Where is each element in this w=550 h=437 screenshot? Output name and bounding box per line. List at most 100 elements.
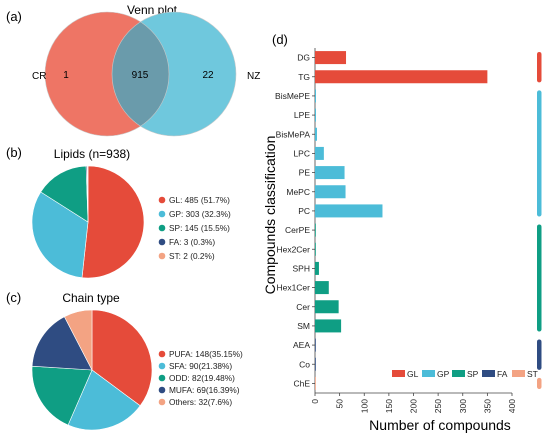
bar-LPE: [315, 108, 316, 122]
bar-x-tick-label: 100: [359, 399, 369, 413]
pie-chain-slice-4: [64, 309, 93, 371]
bar-Cer: [315, 300, 339, 314]
bar-x-tick-label: 400: [507, 399, 517, 413]
bar-category-label: ChE: [293, 378, 310, 388]
bar-LPC: [315, 146, 324, 160]
bar-x-tick-label: 50: [335, 399, 345, 409]
bar-category-label: Co: [299, 359, 310, 369]
pie-chain-legend-marker-0: [158, 350, 166, 358]
bar-category-label: PC: [298, 206, 310, 216]
pie-lipids-legend-marker-0: [158, 196, 166, 204]
pie-lipids: Lipids (n=938) GL: 485 (51.7%) GP: 303 (3…: [31, 147, 231, 279]
bar-legend-label-SP: SP: [467, 369, 479, 379]
bar-category-label: Cer: [296, 302, 310, 312]
bar-legend-swatch-GP: [422, 370, 435, 377]
bar-Hex2Cer: [315, 242, 316, 256]
bar-PE: [315, 166, 345, 180]
pie-lipids-legend-label-0: GL: 485 (51.7%): [169, 195, 230, 205]
pie-lipids-slice-2: [40, 165, 89, 223]
bar-PC: [315, 204, 383, 218]
bar-category-label: BisMePA: [276, 129, 311, 139]
bar-legend-swatch-ST: [512, 370, 525, 377]
bar-DG: [315, 51, 347, 65]
bar-legend-swatch-GL: [392, 370, 405, 377]
pie-lipids-legend-label-1: GP: 303 (32.3%): [169, 209, 231, 219]
bar-BisMePA: [315, 127, 317, 141]
pie-lipids-legend-marker-2: [158, 224, 166, 232]
bar-AEA: [315, 338, 316, 352]
bar-x-tick-label: 350: [482, 399, 492, 413]
pie-chain-slice-3: [31, 316, 93, 371]
pie-chain-legend: PUFA: 148(35.15%) SFA: 90(21.38%) ODD: 82(…: [158, 349, 243, 407]
bar-x-tick-label: 250: [433, 399, 443, 413]
pie-chain-legend-label-4: Others: 32(7.6%): [169, 397, 232, 407]
bar-legend-swatch-SP: [452, 370, 465, 377]
pie-chain-type: Chain type PUFA: 148(35.15%) SFA: 90(21.3…: [31, 291, 243, 431]
bar-chart: DG TG BisMePE LPE BisMePA LPC PE MePC PC CerPE Hex…: [262, 48, 542, 433]
pie-chain-legend-marker-1: [158, 362, 166, 370]
pie-lipids-legend-marker-1: [158, 210, 166, 218]
pie-chain-legend-label-2: ODD: 82(19.48%): [169, 373, 235, 383]
bar-category-label: MePC: [286, 187, 310, 197]
bar-ChE: [315, 376, 316, 390]
bar-legend-label-GP: GP: [437, 369, 450, 379]
panel-label-b: (b): [6, 145, 22, 160]
pie-chain-slice-1: [67, 369, 141, 431]
bar-legend-label-GL: GL: [407, 369, 419, 379]
bar-x-tick-label: 200: [409, 399, 419, 413]
bar-MePC: [315, 185, 346, 199]
group-strip-GP: [537, 90, 542, 217]
venn-right-only-count: 22: [202, 70, 214, 81]
bar-Hex1Cer: [315, 281, 329, 295]
bar-category-label: DG: [297, 53, 310, 63]
pie-chain-slice-2: [31, 365, 93, 426]
bar-category-label: Hex1Cer: [276, 283, 310, 293]
bar-category-label: CerPE: [285, 225, 310, 235]
bar-category-label: SM: [297, 321, 310, 331]
bar-category-label: LPE: [294, 110, 310, 120]
venn-diagram: Venn plot CR NZ 1 915 22: [32, 3, 260, 137]
panel-label-c: (c): [6, 290, 21, 305]
pie-chain-legend-marker-2: [158, 374, 166, 382]
bar-SPH: [315, 261, 319, 275]
panel-label-d: (d): [272, 32, 288, 47]
bar-SM: [315, 319, 342, 333]
bar-legend-swatch-FA: [482, 370, 495, 377]
group-strip-SP: [537, 224, 542, 332]
bar-legend-label-ST: ST: [527, 369, 538, 379]
pie-lipids-legend-marker-3: [158, 238, 166, 246]
venn-left-only-count: 1: [63, 70, 69, 81]
venn-set-left-label: CR: [32, 71, 46, 82]
pie-chain-legend-marker-3: [158, 386, 166, 394]
group-strip-ST: [537, 377, 542, 389]
pie-lipids-legend-marker-4: [158, 252, 166, 260]
bar-x-tick-label: 150: [384, 399, 394, 413]
pie-chain-legend-label-3: MUFA: 69(16.39%): [169, 385, 240, 395]
pie-chain-slice-0: [91, 309, 153, 407]
bar-category-label: PE: [299, 168, 311, 178]
pie-chain-title: Chain type: [62, 291, 120, 305]
bar-category-label: SPH: [293, 263, 310, 273]
bar-category-label: BisMePE: [275, 91, 310, 101]
bar-y-axis-label: Compounds classification: [262, 136, 278, 295]
pie-lipids-legend-label-2: SP: 145 (15.5%): [169, 223, 230, 233]
pie-chain-legend-label-0: PUFA: 148(35.15%): [169, 349, 243, 359]
bar-x-axis-label: Number of compounds: [369, 417, 511, 433]
bar-category-label: TG: [298, 72, 310, 82]
bar-legend-label-FA: FA: [497, 369, 508, 379]
bar-TG: [315, 70, 488, 84]
pie-lipids-legend-label-4: ST: 2 (0.2%): [169, 251, 215, 261]
group-strip-GL: [537, 52, 542, 83]
bar-category-label: AEA: [293, 340, 310, 350]
pie-lipids-title: Lipids (n=938): [54, 147, 130, 161]
bar-category-label: LPC: [293, 148, 310, 158]
pie-lipids-slice-4: [86, 165, 89, 223]
pie-lipids-legend-label-3: FA: 3 (0.3%): [169, 237, 215, 247]
bar-CerPE: [315, 223, 316, 237]
group-strip-FA: [537, 339, 542, 370]
bar-x-tick-label: 0: [310, 399, 320, 404]
venn-overlap: [112, 21, 169, 127]
pie-chain-legend-label-1: SFA: 90(21.38%): [169, 361, 232, 371]
pie-chain-legend-marker-4: [158, 398, 166, 406]
